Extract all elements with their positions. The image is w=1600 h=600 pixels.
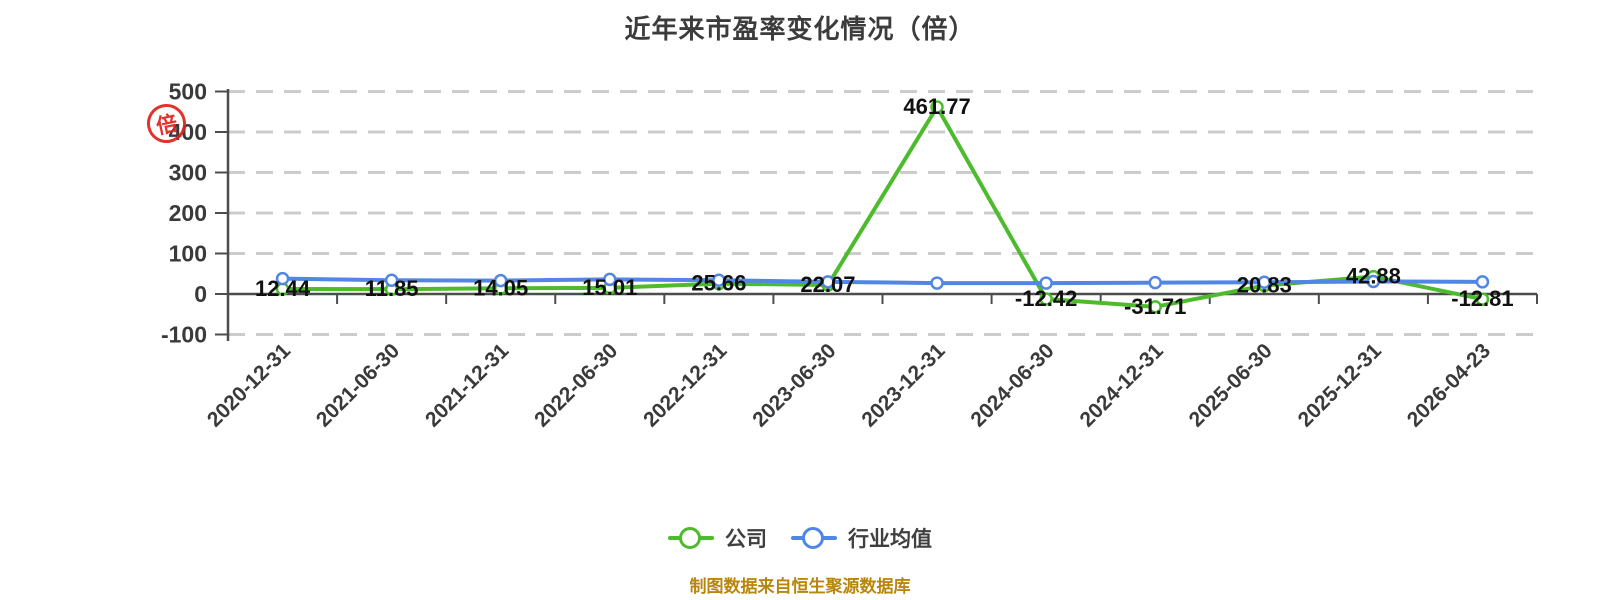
legend-circle-icon (679, 527, 701, 549)
data-point-label: 20.83 (1237, 273, 1292, 298)
x-tick-label: 2021-06-30 (312, 339, 404, 431)
x-tick-label: 2021-12-31 (421, 339, 513, 431)
x-tick-label: 2022-06-30 (530, 339, 622, 431)
industry-data-point-marker (1366, 274, 1381, 289)
y-tick-label: 400 (169, 119, 207, 145)
unit-stamp-text: 倍 (154, 111, 180, 139)
data-point-label: 12.44 (255, 276, 311, 301)
data-point-label: -31.71 (1124, 294, 1186, 319)
industry-data-point-marker (930, 276, 944, 290)
x-tick-label: 2024-06-30 (966, 339, 1058, 431)
data-point-label: 15.01 (582, 275, 637, 300)
chart-title: 近年来市盈率变化情况（倍） (624, 14, 976, 44)
legend-item-company[interactable]: 公司 (668, 523, 767, 553)
y-tick-label: 200 (169, 200, 207, 226)
data-point-label: 22.07 (800, 272, 855, 297)
data-point-label: -12.81 (1451, 286, 1513, 311)
x-tick-label: 2026-04-23 (1403, 339, 1495, 431)
x-tick-label: 2023-06-30 (748, 339, 840, 431)
industry-data-point-marker (275, 271, 290, 286)
x-tick-label: 2025-06-30 (1185, 339, 1277, 431)
industry-data-point-marker (1257, 275, 1272, 290)
data-point-label: 42.88 (1346, 264, 1401, 289)
company-data-point-marker (1039, 292, 1053, 306)
y-tick-label: 100 (169, 241, 207, 267)
industry-data-point-marker (1475, 275, 1490, 289)
y-tick-label: -100 (161, 322, 207, 348)
company-series-marker-icon (668, 526, 714, 550)
data-point-label: -12.42 (1015, 286, 1077, 311)
industry-average-series-line (280, 276, 1485, 286)
legend-circle-icon (802, 527, 824, 549)
industry-data-point-marker (1148, 275, 1162, 290)
industry-data-point-marker (1039, 276, 1053, 290)
x-tick-label: 2022-12-31 (639, 339, 731, 431)
x-tick-label: 2020-12-31 (203, 339, 295, 431)
industry-data-point-marker (384, 273, 399, 287)
data-point-label: 11.85 (365, 276, 419, 301)
data-point-label: 461.77 (903, 94, 970, 119)
legend-label-company: 公司 (725, 528, 767, 551)
y-tick-label: 0 (194, 281, 207, 307)
company-series-line (280, 104, 1485, 309)
company-data-point-marker (1148, 300, 1162, 314)
legend-label-industry-average: 行业均值 (848, 528, 932, 551)
industry-data-point-marker (821, 275, 835, 289)
industry-data-point-marker (712, 273, 726, 287)
x-tick-label: 2024-12-31 (1076, 339, 1168, 431)
y-tick-label: 300 (169, 160, 207, 186)
data-point-label: 25.66 (691, 271, 746, 296)
company-data-point-marker (1475, 292, 1490, 306)
x-tick-label: 2023-12-31 (857, 339, 949, 431)
chart-legend: 公司 行业均值 (0, 523, 1600, 553)
company-data-point-marker (930, 100, 944, 114)
industry-data-point-marker (493, 273, 508, 288)
industry-series-marker-icon (791, 526, 837, 550)
data-source-caption: 制图数据来自恒生聚源数据库 (689, 577, 911, 596)
x-tick-label: 2025-12-31 (1294, 339, 1386, 431)
industry-data-point-marker (603, 272, 617, 287)
data-point-label: 14.05 (473, 275, 528, 300)
legend-item-industry-average[interactable]: 行业均值 (791, 523, 932, 553)
y-tick-label: 500 (169, 79, 207, 105)
